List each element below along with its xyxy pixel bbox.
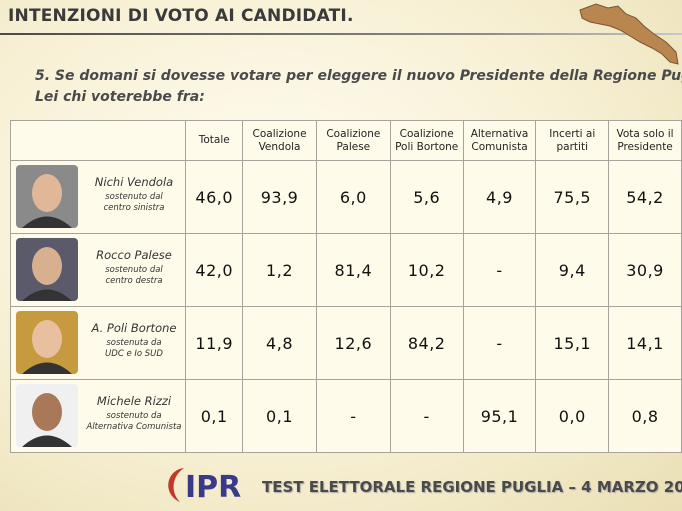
candidate-name: A. Poli Bortone bbox=[91, 321, 177, 335]
value-cell: - bbox=[315, 379, 391, 453]
question: 5. Se domani si dovesse votare per elegg… bbox=[35, 66, 682, 108]
value-cell: 11,9 bbox=[185, 306, 244, 380]
candidate-subtitle: sostenuto dal centro sinistra bbox=[81, 192, 187, 214]
candidate-row: Michele Rizzi sostenuto da Alternativa Com… bbox=[9, 379, 682, 453]
candidate-photo bbox=[16, 165, 78, 228]
value-cell: 30,9 bbox=[608, 233, 682, 307]
value-cell: 54,2 bbox=[608, 160, 682, 234]
value-cell: 1,2 bbox=[242, 233, 317, 307]
value-cell: 46,0 bbox=[185, 160, 244, 234]
value-cell: 6,0 bbox=[315, 160, 391, 234]
value-cell: 93,9 bbox=[242, 160, 317, 234]
column-header: Alternativa Comunista bbox=[462, 120, 537, 161]
puglia-shape bbox=[579, 3, 679, 65]
candidate-cell: Nichi Vendola sostenuto dal centro sinistr… bbox=[9, 160, 187, 234]
candidate-cell: Rocco Palese sostenuto dal centro destra bbox=[9, 233, 187, 307]
column-header: Totale bbox=[185, 120, 244, 161]
value-cell: 75,5 bbox=[535, 160, 610, 234]
subtitle-line: Alternativa Comunista bbox=[86, 422, 182, 432]
face bbox=[22, 320, 72, 374]
value-cell: 4,9 bbox=[462, 160, 537, 234]
face-body bbox=[22, 289, 72, 301]
value-cell: 12,6 bbox=[315, 306, 391, 380]
question-line: 5. Se domani si dovesse votare per elegg… bbox=[35, 68, 682, 84]
subtitle-line: UDC e Io SUD bbox=[105, 349, 163, 359]
value-cell: - bbox=[462, 306, 537, 380]
candidate-photo bbox=[16, 384, 78, 447]
face-head bbox=[32, 393, 62, 431]
value-cell: 5,6 bbox=[389, 160, 464, 234]
value-cell: 81,4 bbox=[315, 233, 391, 307]
column-header: Coalizione Poli Bortone bbox=[389, 120, 464, 161]
results-table: Totale Coalizione Vendola Coalizione Pales… bbox=[9, 120, 682, 453]
value-cell: 4,8 bbox=[242, 306, 317, 380]
candidate-cell: Michele Rizzi sostenuto da Alternativa Com… bbox=[9, 379, 187, 453]
candidate-row: A. Poli Bortone sostenuta da UDC e Io SUD 1… bbox=[9, 306, 682, 380]
subtitle-line: centro sinistra bbox=[103, 203, 165, 213]
value-cell: 15,1 bbox=[535, 306, 610, 380]
candidate-info: Michele Rizzi sostenuto da Alternativa Com… bbox=[81, 394, 187, 433]
question-line: Lei chi voterebbe fra: bbox=[35, 89, 205, 105]
candidate-info: Nichi Vendola sostenuto dal centro sinistr… bbox=[81, 175, 187, 214]
value-cell: 14,1 bbox=[608, 306, 682, 380]
value-cell: - bbox=[389, 379, 464, 453]
column-header: Incerti ai partiti bbox=[535, 120, 610, 161]
value-cell: 95,1 bbox=[462, 379, 537, 453]
subtitle-line: sostenuta da bbox=[106, 338, 162, 348]
candidate-subtitle: sostenuta da UDC e Io SUD bbox=[81, 338, 187, 360]
candidate-row: Rocco Palese sostenuto dal centro destra 42… bbox=[9, 233, 682, 307]
candidate-info: Rocco Palese sostenuto dal centro destra bbox=[81, 248, 187, 287]
candidate-row: Nichi Vendola sostenuto dal centro sinistr… bbox=[9, 160, 682, 234]
candidate-subtitle: sostenuto da Alternativa Comunista bbox=[81, 411, 187, 433]
value-cell: 0,8 bbox=[608, 379, 682, 453]
column-header: Coalizione Palese bbox=[315, 120, 391, 161]
region-map bbox=[579, 3, 679, 65]
title-rule bbox=[0, 33, 682, 35]
value-cell: 0,0 bbox=[535, 379, 610, 453]
candidate-subtitle: sostenuto dal centro destra bbox=[81, 265, 187, 287]
face bbox=[22, 393, 72, 447]
face-head bbox=[32, 320, 62, 358]
subtitle-line: centro destra bbox=[105, 276, 163, 286]
candidate-name: Nichi Vendola bbox=[94, 175, 174, 189]
candidate-name: Rocco Palese bbox=[96, 248, 172, 262]
value-cell: 84,2 bbox=[389, 306, 464, 380]
subtitle-line: sostenuto dal bbox=[105, 192, 163, 202]
value-cell: 0,1 bbox=[185, 379, 244, 453]
candidate-cell: A. Poli Bortone sostenuta da UDC e Io SUD bbox=[9, 306, 187, 380]
face-body bbox=[22, 435, 72, 447]
face bbox=[22, 247, 72, 301]
corner-cell bbox=[9, 120, 187, 161]
value-cell: 10,2 bbox=[389, 233, 464, 307]
subtitle-line: sostenuto dal bbox=[105, 265, 163, 275]
value-cell: 0,1 bbox=[242, 379, 317, 453]
face-head bbox=[32, 174, 62, 212]
column-header: Coalizione Vendola bbox=[242, 120, 317, 161]
face-head bbox=[32, 247, 62, 285]
value-cell: - bbox=[462, 233, 537, 307]
value-cell: 42,0 bbox=[185, 233, 244, 307]
header-row: Totale Coalizione Vendola Coalizione Pales… bbox=[9, 120, 682, 161]
candidate-name: Michele Rizzi bbox=[96, 394, 172, 408]
column-header: Vota solo il Presidente bbox=[608, 120, 682, 161]
face-body bbox=[22, 216, 72, 228]
logo-mark bbox=[168, 468, 184, 502]
slide-title: INTENZIONI DI VOTO AI CANDIDATI. bbox=[8, 6, 354, 26]
face-body bbox=[22, 362, 72, 374]
logo-text: IPR bbox=[185, 470, 242, 505]
footer: TEST ELETTORALE REGIONE PUGLIA – 4 MARZO… bbox=[262, 478, 682, 496]
candidate-photo bbox=[16, 238, 78, 301]
face bbox=[22, 174, 72, 228]
candidate-photo bbox=[16, 311, 78, 374]
logo-swoosh bbox=[168, 468, 184, 502]
value-cell: 9,4 bbox=[535, 233, 610, 307]
subtitle-line: sostenuto da bbox=[106, 411, 162, 421]
candidate-info: A. Poli Bortone sostenuta da UDC e Io SUD bbox=[81, 321, 187, 360]
